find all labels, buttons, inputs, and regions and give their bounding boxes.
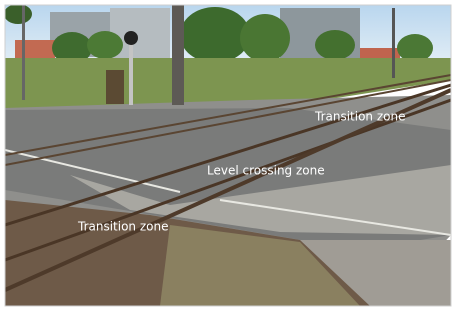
signal-post [129,40,133,105]
tree [240,14,290,62]
photo: Transition zone Level crossing zone Tran… [0,0,455,312]
scene: Transition zone Level crossing zone Tran… [4,4,451,310]
tree [315,30,355,60]
tree [87,31,123,59]
sign [106,70,124,104]
tree [397,34,433,62]
pole [22,5,25,100]
tree [4,4,32,24]
annotation: Level crossing zone [207,164,325,178]
pole [172,5,184,105]
page: Transition zone Level crossing zone Tran… [0,0,455,312]
tree [180,7,250,63]
annotation: Transition zone [77,220,168,234]
signal [124,31,138,45]
pole [392,8,395,78]
annotation: Transition zone [314,110,405,124]
